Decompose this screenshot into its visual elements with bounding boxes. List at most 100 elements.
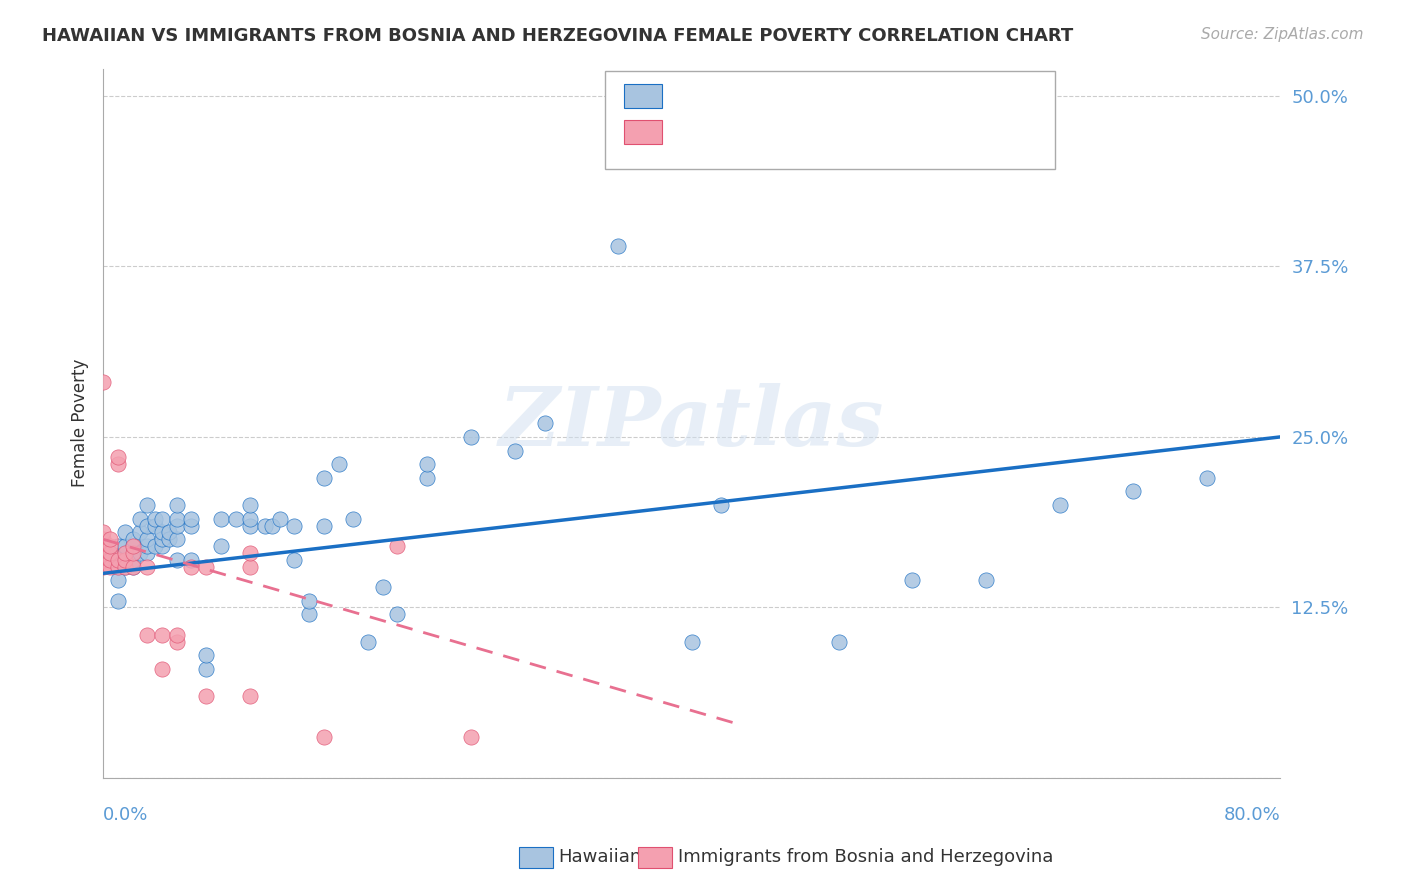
Point (681, 634, 703, 648)
Point (91, 525, 114, 540)
Point (195, 559, 218, 574)
Point (166, 518, 188, 533)
Point (166, 512, 188, 526)
Point (136, 518, 159, 533)
Point (121, 533, 143, 547)
Point (143, 512, 166, 526)
Point (100, 533, 122, 547)
Point (100, 546, 122, 560)
Point (136, 539, 159, 553)
Point (91, 546, 114, 560)
Text: R =  0.357   N = 73: R = 0.357 N = 73 (668, 87, 845, 104)
Point (129, 546, 152, 560)
Point (607, 239, 630, 253)
Text: Immigrants from Bosnia and Herzegovina: Immigrants from Bosnia and Herzegovina (678, 848, 1053, 866)
Point (239, 518, 262, 533)
Point (143, 518, 166, 533)
Point (262, 518, 284, 533)
Point (100, 552, 122, 566)
Point (225, 512, 247, 526)
Point (107, 552, 129, 566)
Point (91, 533, 114, 547)
Point (157, 533, 180, 547)
Y-axis label: Female Poverty: Female Poverty (72, 359, 89, 487)
Point (1122, 484, 1144, 499)
Point (371, 580, 394, 594)
Point (136, 498, 159, 512)
Point (180, 552, 202, 566)
Point (107, 559, 129, 574)
Point (129, 512, 152, 526)
Point (209, 539, 232, 553)
Point (150, 539, 173, 553)
Text: 0.0%: 0.0% (103, 806, 149, 824)
Point (283, 518, 305, 533)
Point (107, 539, 129, 553)
Point (150, 628, 173, 642)
Point (91, 539, 114, 553)
Point (114, 559, 136, 574)
Point (157, 525, 180, 540)
Point (460, 730, 482, 744)
Point (91, 552, 114, 566)
Point (166, 533, 188, 547)
Point (239, 546, 262, 560)
Point (114, 546, 136, 560)
Text: Source: ZipAtlas.com: Source: ZipAtlas.com (1201, 27, 1364, 42)
Point (253, 518, 276, 533)
Point (150, 512, 173, 526)
Point (328, 457, 350, 471)
Point (195, 689, 218, 703)
Point (209, 512, 232, 526)
Point (416, 457, 439, 471)
Point (533, 417, 555, 431)
Point (312, 471, 335, 485)
Point (114, 539, 136, 553)
Point (710, 498, 733, 512)
Point (180, 518, 202, 533)
Point (129, 525, 152, 540)
Point (166, 498, 188, 512)
Point (283, 552, 305, 566)
Point (180, 559, 202, 574)
Point (166, 634, 188, 648)
Point (100, 539, 122, 553)
Point (91, 376, 114, 390)
Point (150, 662, 173, 676)
Point (136, 628, 159, 642)
Point (239, 559, 262, 574)
Point (136, 546, 159, 560)
Point (107, 573, 129, 587)
Point (387, 607, 409, 622)
Point (342, 512, 364, 526)
Point (150, 525, 173, 540)
Point (150, 533, 173, 547)
Point (180, 512, 202, 526)
Text: R = -0.260   N = 37: R = -0.260 N = 37 (668, 122, 845, 140)
Point (312, 730, 335, 744)
Point (107, 457, 129, 471)
Text: Hawaiians: Hawaiians (558, 848, 651, 866)
Point (114, 559, 136, 574)
Point (143, 539, 166, 553)
Point (166, 628, 188, 642)
Text: ZIPatlas: ZIPatlas (499, 384, 884, 463)
Point (239, 689, 262, 703)
Point (121, 539, 143, 553)
Point (107, 593, 129, 607)
Point (136, 559, 159, 574)
Point (195, 648, 218, 663)
Point (1195, 471, 1218, 485)
Point (298, 593, 321, 607)
Point (503, 443, 526, 458)
Point (121, 539, 143, 553)
Point (107, 450, 129, 465)
Point (239, 512, 262, 526)
Point (195, 662, 218, 676)
Point (828, 634, 851, 648)
Point (1049, 498, 1071, 512)
Point (416, 471, 439, 485)
Point (121, 559, 143, 574)
Point (114, 546, 136, 560)
Point (357, 634, 380, 648)
